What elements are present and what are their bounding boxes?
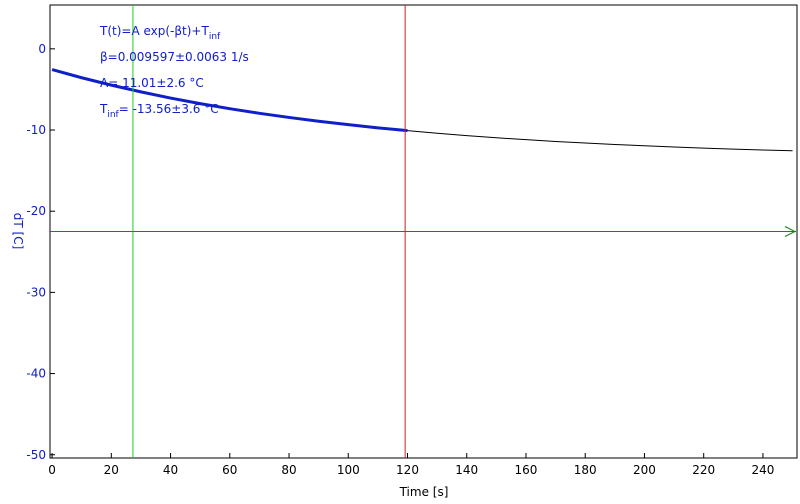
x-tick-label: 160 bbox=[515, 463, 538, 477]
y-tick-label: -30 bbox=[26, 285, 46, 299]
annotation-text: T bbox=[99, 102, 108, 116]
x-tick-label: 240 bbox=[751, 463, 774, 477]
annotation-text: = -13.56±3.6 °C bbox=[119, 102, 219, 116]
y-tick-label: -40 bbox=[26, 367, 46, 381]
cursor-arrow bbox=[784, 226, 797, 237]
x-tick-label: 40 bbox=[163, 463, 178, 477]
y-axis-label: dT [C] bbox=[11, 213, 25, 250]
series-line bbox=[407, 130, 793, 152]
x-tick-label: 180 bbox=[574, 463, 597, 477]
x-tick-label: 20 bbox=[104, 463, 119, 477]
annotation: T(t)=A exp(-βt)+Tinf bbox=[99, 24, 221, 42]
annotation-text: A= 11.01±2.6 °C bbox=[100, 76, 204, 90]
x-tick-label: 220 bbox=[692, 463, 715, 477]
y-tick-label: -50 bbox=[26, 448, 46, 462]
annotation: Tinf= -13.56±3.6 °C bbox=[99, 102, 219, 120]
x-tick-label: 200 bbox=[633, 463, 656, 477]
y-tick-label: -10 bbox=[26, 123, 46, 137]
series-line bbox=[51, 68, 408, 133]
x-tick-label: 100 bbox=[337, 463, 360, 477]
y-tick-label: 0 bbox=[38, 42, 46, 56]
annotation-sub: inf bbox=[209, 32, 221, 42]
annotation: β=0.009597±0.0063 1/s bbox=[100, 50, 249, 64]
annotation-text: T(t)=A exp(-βt)+T bbox=[99, 24, 209, 38]
annotation: A= 11.01±2.6 °C bbox=[100, 76, 204, 90]
x-axis-label: Time [s] bbox=[399, 485, 449, 499]
y-tick-label: -20 bbox=[26, 204, 46, 218]
x-tick-label: 120 bbox=[396, 463, 419, 477]
annotation-text: β=0.009597±0.0063 1/s bbox=[100, 50, 249, 64]
x-tick-label: 140 bbox=[455, 463, 478, 477]
x-tick-label: 60 bbox=[222, 463, 237, 477]
x-tick-label: 0 bbox=[48, 463, 56, 477]
x-tick-label: 80 bbox=[281, 463, 296, 477]
annotation-sub: inf bbox=[107, 110, 119, 120]
